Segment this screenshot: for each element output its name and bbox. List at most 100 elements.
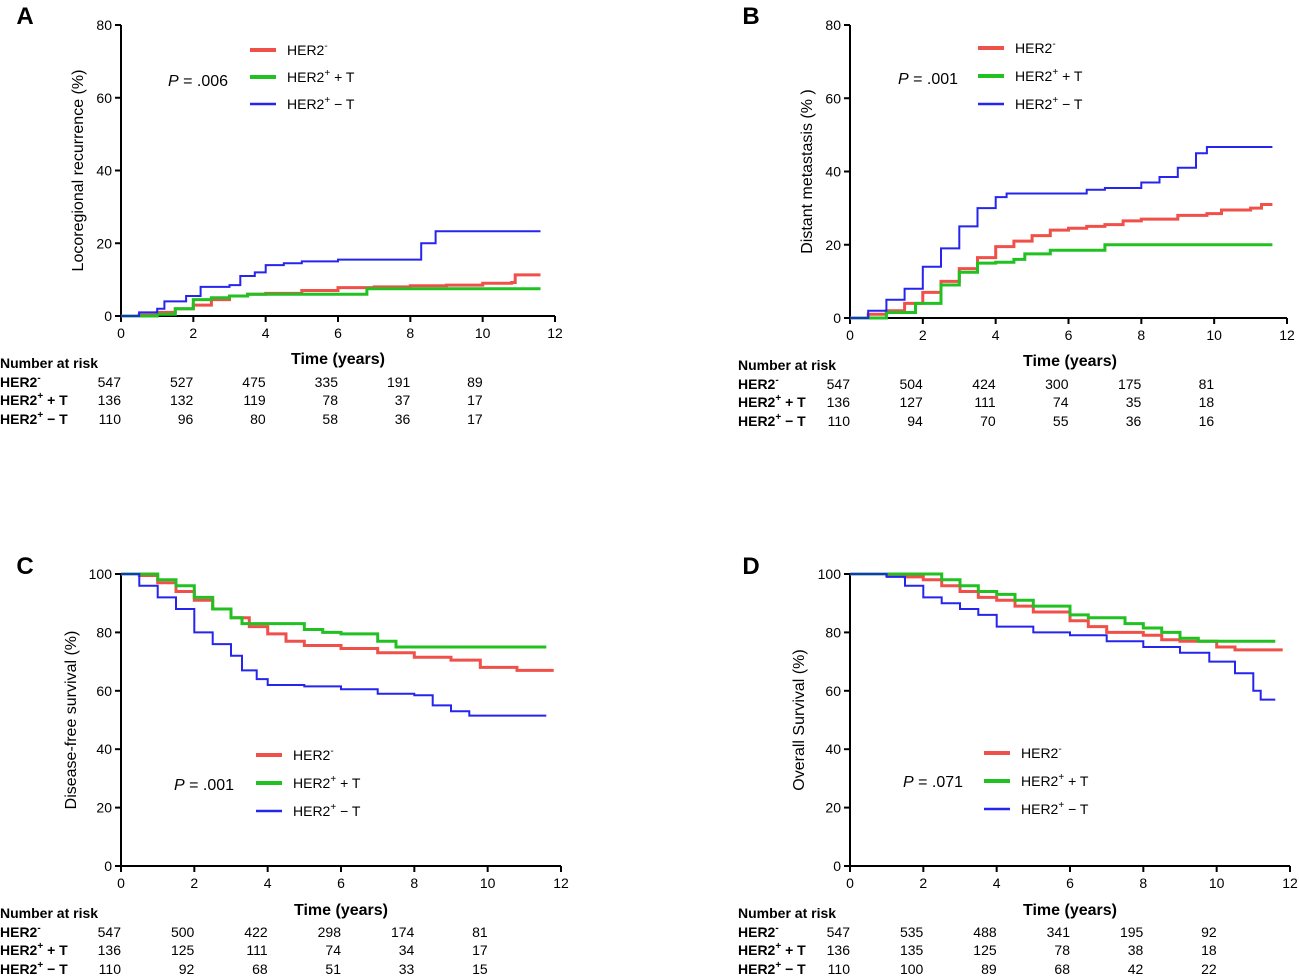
risk-row-label: HER2+ − T (0, 960, 68, 976)
risk-value: 125 (171, 942, 195, 958)
y-tick-label: 100 (818, 566, 842, 582)
risk-value: 68 (1054, 961, 1070, 976)
legend-label-her2-pos-no-t: HER2+ − T (287, 95, 355, 112)
risk-value: 35 (1126, 394, 1142, 410)
risk-value: 547 (827, 376, 851, 392)
risk-value: 81 (1199, 376, 1215, 392)
risk-value: 110 (99, 411, 122, 427)
risk-value: 37 (395, 392, 411, 408)
x-tick-label: 8 (1139, 875, 1147, 891)
risk-row-label: HER2+ − T (738, 960, 806, 976)
risk-value: 547 (827, 924, 851, 940)
y-tick-label: 20 (825, 237, 841, 253)
legend-label-her2-neg: HER2- (1021, 744, 1062, 761)
panel-letter-b: B (742, 3, 759, 30)
risk-value: 100 (900, 961, 924, 976)
y-tick-label: 20 (96, 235, 112, 251)
y-tick-label: 80 (96, 17, 112, 33)
risk-value: 42 (1128, 961, 1144, 976)
risk-table: Number at risk HER2- 547 504 424 300 175 81 HER2… (738, 357, 1214, 429)
x-tick-label: 12 (553, 875, 569, 891)
risk-value: 110 (828, 961, 851, 976)
risk-value: 132 (170, 392, 194, 408)
x-axis-title: Time (years) (291, 351, 385, 368)
panel-letter-a: A (16, 3, 33, 30)
x-tick-label: 6 (1066, 875, 1074, 891)
y-tick-label: 100 (89, 566, 113, 582)
legend-label-her2-neg: HER2- (1015, 39, 1056, 56)
risk-value: 80 (250, 411, 266, 427)
risk-value: 535 (900, 924, 924, 940)
risk-row-label: HER2- (738, 375, 779, 392)
legend-label-her2-neg: HER2- (287, 41, 328, 58)
risk-value: 36 (1126, 413, 1142, 429)
x-tick-label: 0 (117, 875, 125, 891)
legend-label-her2-pos-no-t: HER2+ − T (1015, 95, 1083, 112)
risk-value: 527 (170, 374, 194, 390)
risk-row-label: HER2+ + T (738, 941, 806, 958)
panel-b: B 0 20 40 60 80 0 2 4 6 8 10 12 Distant metastasis (%… (738, 3, 1295, 429)
risk-value: 94 (907, 413, 923, 429)
risk-value: 424 (972, 376, 996, 392)
y-axis-title: Locoregional recurrence (%) (70, 70, 87, 272)
y-tick-label: 40 (825, 741, 841, 757)
risk-table-title: Number at risk (738, 357, 836, 373)
risk-value: 36 (395, 411, 411, 427)
risk-value: 68 (252, 961, 268, 976)
series-line-her2-neg (850, 203, 1273, 320)
risk-value: 547 (98, 924, 122, 940)
y-tick-label: 20 (825, 800, 841, 816)
risk-value: 136 (98, 392, 122, 408)
x-tick-label: 10 (475, 325, 491, 341)
risk-value: 136 (827, 394, 851, 410)
y-tick-label: 80 (825, 17, 841, 33)
risk-value: 110 (99, 961, 122, 976)
risk-value: 92 (1201, 924, 1217, 940)
series-line-her2-pos-no-t (850, 573, 1276, 701)
x-tick-label: 12 (1282, 875, 1298, 891)
risk-row-label: HER2- (0, 923, 41, 940)
risk-value: 125 (973, 942, 997, 958)
x-tick-label: 4 (264, 875, 272, 891)
risk-value: 195 (1120, 924, 1144, 940)
legend-label-her2-pos-t: HER2+ + T (1021, 772, 1089, 789)
risk-value: 422 (244, 924, 268, 940)
y-axis-title: Overall Survival (%) (791, 649, 808, 790)
x-tick-label: 8 (1137, 327, 1145, 343)
risk-row-label: HER2+ + T (0, 391, 68, 408)
p-value: P = .071 (903, 774, 963, 791)
x-tick-label: 10 (1209, 875, 1225, 891)
x-tick-label: 4 (992, 327, 1000, 343)
risk-table-title: Number at risk (0, 355, 98, 371)
x-tick-label: 0 (846, 327, 854, 343)
p-value: P = .001 (174, 777, 234, 794)
x-tick-label: 0 (846, 875, 854, 891)
risk-value: 17 (472, 942, 488, 958)
y-tick-label: 80 (825, 624, 841, 640)
risk-value: 111 (974, 394, 995, 410)
risk-value: 17 (467, 411, 483, 427)
legend-label-her2-neg: HER2- (293, 746, 334, 763)
risk-value: 70 (980, 413, 996, 429)
risk-table: Number at risk HER2- 547 535 488 341 195 92 HER2… (738, 905, 1217, 976)
x-tick-label: 6 (1065, 327, 1073, 343)
x-tick-label: 2 (919, 327, 927, 343)
series-line-her2-pos-no-t (121, 230, 541, 317)
risk-table: Number at risk HER2- 547 527 475 335 191 89 HER2… (0, 355, 483, 427)
series-line-her2-pos-t (121, 287, 541, 318)
x-tick-label: 2 (190, 875, 198, 891)
risk-value: 341 (1047, 924, 1071, 940)
x-tick-label: 4 (993, 875, 1001, 891)
x-tick-label: 6 (334, 325, 342, 341)
risk-value: 298 (318, 924, 342, 940)
risk-value: 34 (399, 942, 415, 958)
x-axis-title: Time (years) (1023, 902, 1117, 919)
risk-value: 81 (472, 924, 488, 940)
risk-value: 38 (1128, 942, 1144, 958)
y-axis-title: Disease-free survival (%) (63, 631, 80, 810)
risk-value: 504 (899, 376, 923, 392)
risk-value: 175 (1118, 376, 1142, 392)
x-axis-title: Time (years) (1023, 353, 1117, 370)
risk-value: 119 (243, 392, 266, 408)
risk-value: 15 (472, 961, 488, 976)
